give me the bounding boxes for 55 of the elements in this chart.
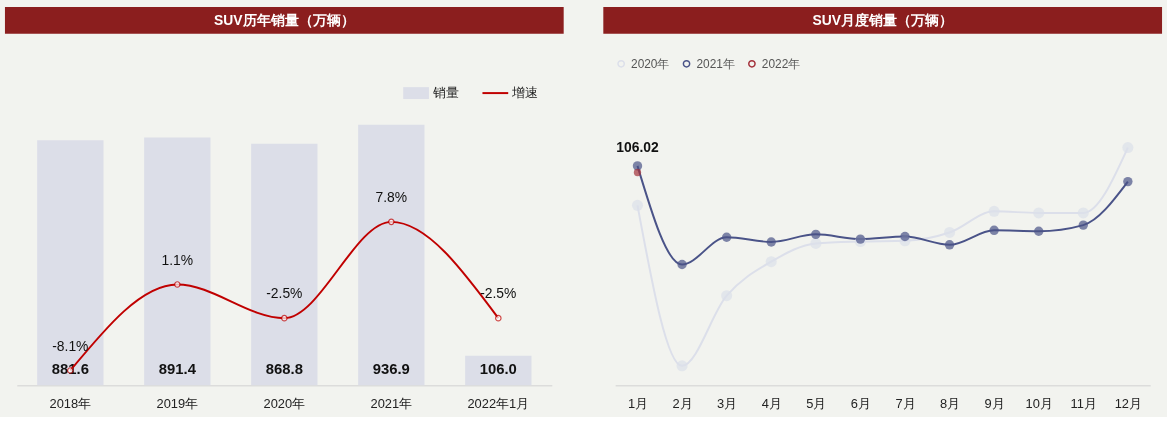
- x-tick-label: 2月: [672, 395, 693, 411]
- data-label: 106.0: [479, 361, 517, 378]
- point: [1034, 226, 1044, 236]
- legend-label: 2022年: [761, 56, 801, 71]
- bar: [251, 143, 318, 386]
- point: [281, 314, 288, 322]
- data-label: 936.9: [372, 361, 410, 378]
- x-tick-label: 2021年: [370, 395, 413, 411]
- bar: [37, 140, 104, 386]
- point: [900, 231, 910, 242]
- point: [1077, 207, 1089, 219]
- legend-label: 增速: [511, 85, 539, 101]
- point: [989, 225, 999, 235]
- data-label: 881.6: [51, 361, 89, 378]
- bar: [358, 124, 425, 386]
- x-tick-label: 10月: [1025, 395, 1053, 411]
- data-label: 868.8: [265, 361, 303, 378]
- x-tick-label: 3月: [717, 395, 738, 411]
- x-tick-label: 5月: [806, 395, 827, 411]
- point: [1123, 176, 1133, 187]
- point: [174, 281, 181, 288]
- bar: [144, 137, 211, 386]
- point: [1078, 220, 1088, 230]
- x-tick-label: 2018年: [49, 395, 92, 411]
- point: [677, 259, 687, 270]
- annotation: 106.02: [616, 139, 659, 156]
- data-label: -2.5%: [480, 285, 517, 302]
- x-tick-label: 12月: [1114, 395, 1143, 411]
- x-tick-label: 9月: [984, 395, 1005, 411]
- point: [766, 237, 776, 247]
- point: [811, 229, 821, 240]
- x-tick-label: 11月: [1070, 395, 1097, 411]
- point: [721, 232, 732, 242]
- legend-label: 销量: [431, 85, 459, 101]
- legend-label: 2020年: [631, 56, 670, 71]
- legend-label: 2021年: [696, 56, 735, 71]
- chart-title: SUV月度销量（万辆）: [812, 11, 953, 28]
- data-label: -2.5%: [266, 285, 303, 302]
- x-tick-label: 6月: [850, 395, 871, 411]
- x-tick-label: 4月: [761, 395, 782, 411]
- point: [944, 240, 955, 250]
- point: [810, 237, 822, 249]
- x-tick-label: 1月: [627, 395, 649, 411]
- x-tick-label: 2020年: [263, 395, 306, 411]
- x-tick-label: 2022年1月: [467, 395, 530, 411]
- x-tick-label: 7月: [895, 395, 916, 411]
- chart-title: SUV历年销量（万辆）: [214, 11, 355, 28]
- data-label: 891.4: [158, 361, 197, 378]
- data-label: 1.1%: [161, 251, 194, 268]
- point: [494, 314, 502, 322]
- point: [388, 218, 395, 226]
- x-tick-label: 2019年: [156, 395, 199, 411]
- data-label: 7.8%: [375, 189, 408, 206]
- data-label: -8.1%: [52, 337, 89, 354]
- x-tick-label: 8月: [939, 395, 961, 411]
